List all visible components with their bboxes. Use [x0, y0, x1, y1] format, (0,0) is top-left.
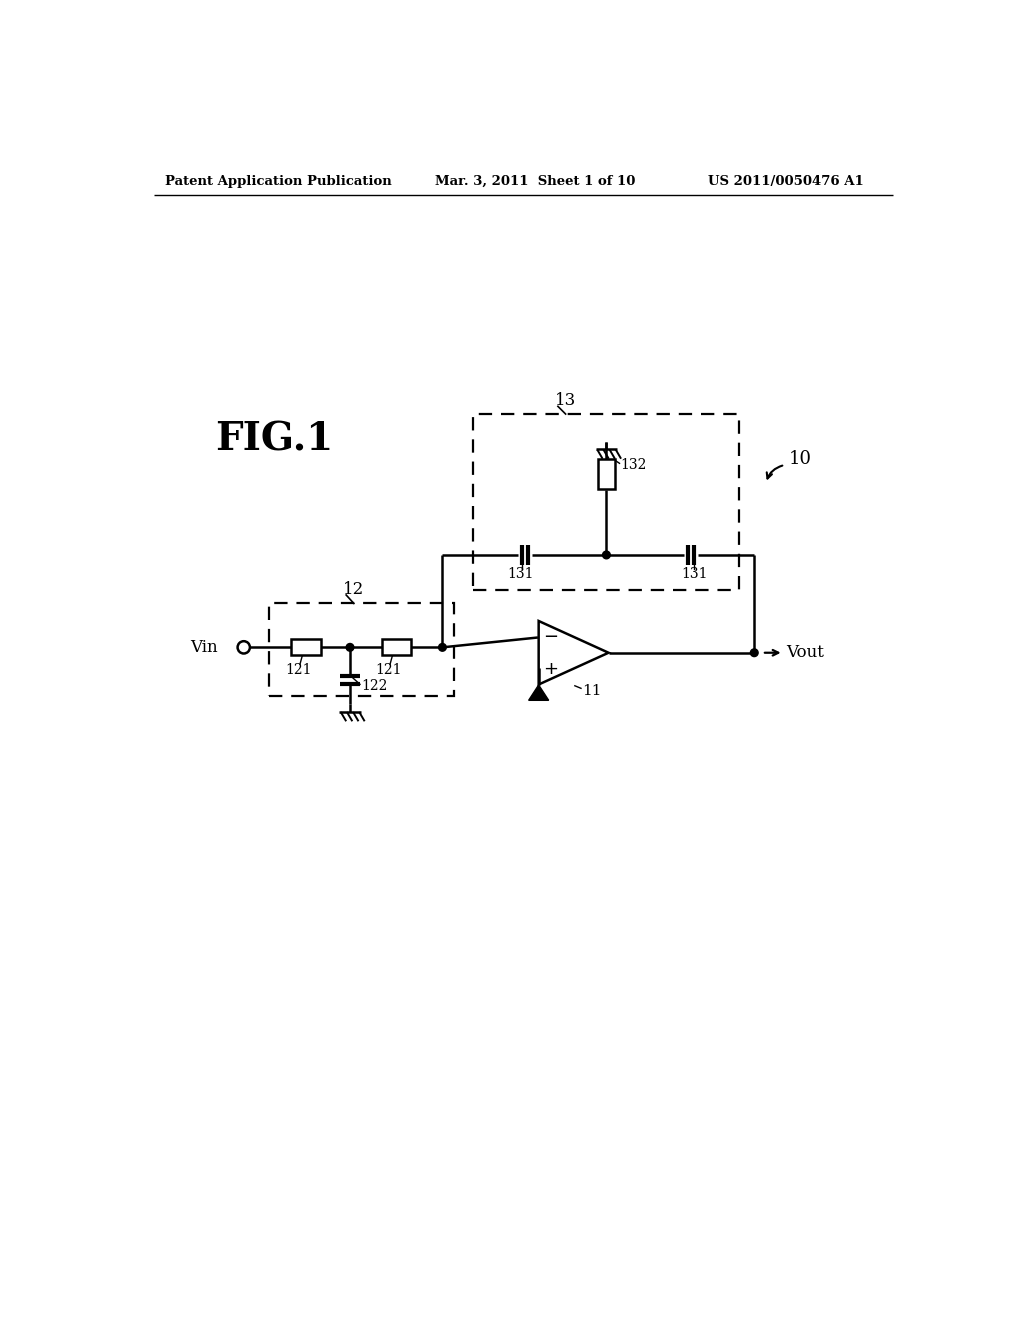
Text: 132: 132: [621, 458, 646, 471]
Text: FIG.1: FIG.1: [215, 421, 334, 458]
Text: 10: 10: [788, 450, 812, 467]
Text: +: +: [543, 660, 558, 678]
Bar: [269, 603, 454, 696]
Bar: [598, 459, 614, 488]
Polygon shape: [528, 685, 549, 701]
Text: 131: 131: [508, 568, 535, 581]
Text: 131: 131: [682, 568, 709, 581]
Circle shape: [346, 644, 354, 651]
Text: Vin: Vin: [189, 639, 217, 656]
Text: US 2011/0050476 A1: US 2011/0050476 A1: [708, 176, 864, 187]
Text: Patent Application Publication: Patent Application Publication: [165, 176, 392, 187]
Circle shape: [438, 644, 446, 651]
Text: 13: 13: [555, 392, 577, 409]
Text: 121: 121: [285, 664, 311, 677]
Bar: [292, 639, 321, 656]
Circle shape: [751, 649, 758, 656]
Circle shape: [602, 552, 610, 558]
Text: Vout: Vout: [786, 644, 824, 661]
Text: 121: 121: [375, 664, 401, 677]
Text: Mar. 3, 2011  Sheet 1 of 10: Mar. 3, 2011 Sheet 1 of 10: [435, 176, 635, 187]
Bar: [473, 414, 739, 590]
Text: 11: 11: [583, 684, 602, 698]
Text: −: −: [543, 627, 558, 645]
Text: 12: 12: [343, 581, 365, 598]
Text: 122: 122: [361, 678, 388, 693]
Bar: [382, 639, 411, 656]
